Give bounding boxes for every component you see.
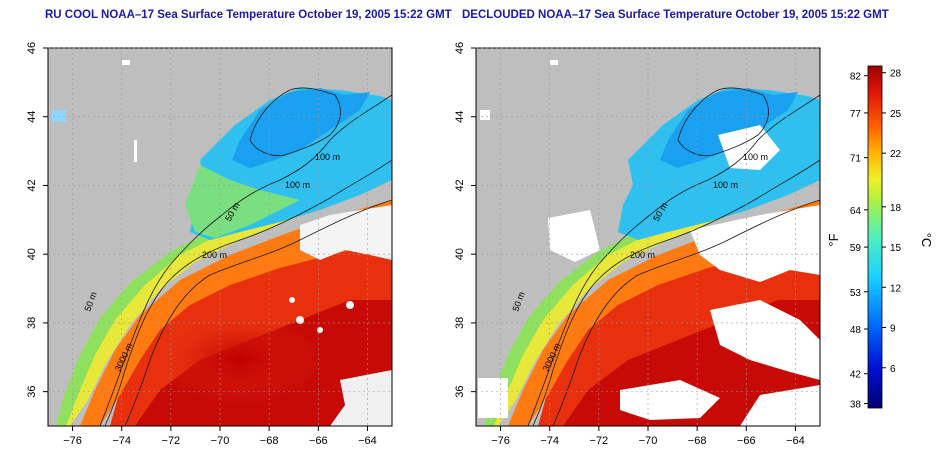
celsius-tick-label: 28	[890, 69, 902, 80]
right-map: 100 m 100 m 50 m 200 m 50 m 3000 m −76 −7…	[454, 42, 821, 447]
celsius-tick-label: 12	[890, 283, 902, 294]
y-tick-label: 46	[454, 42, 466, 54]
fahrenheit-tick-label: 71	[850, 154, 862, 165]
fahrenheit-tick-label: 42	[850, 370, 862, 381]
celsius-tick-label: 9	[890, 324, 896, 335]
fahrenheit-tick-label: 48	[850, 325, 862, 336]
fahrenheit-tick-label: 53	[850, 288, 862, 299]
x-tick-label: −72	[590, 435, 609, 447]
coastal-green-water	[185, 165, 300, 238]
x-tick-label: −64	[358, 435, 377, 447]
celsius-tick-label: 25	[890, 109, 902, 120]
cloud-mask	[548, 210, 600, 262]
x-tick-label: −70	[639, 435, 658, 447]
y-tick-label: 42	[454, 179, 466, 191]
celsius-tick-label: 22	[890, 149, 902, 160]
y-tick-label: 46	[26, 42, 38, 54]
x-tick-label: −76	[63, 435, 82, 447]
contour-label: 100 m	[285, 180, 310, 190]
y-tick-label: 44	[26, 111, 38, 123]
fahrenheit-tick-label: 38	[850, 400, 862, 411]
celsius-tick-label: 6	[890, 364, 896, 375]
celsius-label: °C	[919, 233, 934, 248]
right-axis-ticks: −76 −74 −72 −70 −68 −66 −64 46 44 42 40 38 36	[454, 42, 820, 447]
y-tick-label: 38	[26, 317, 38, 329]
y-tick-label: 36	[454, 386, 466, 398]
bathymetry-contours	[527, 87, 820, 426]
celsius-tick-label: 15	[890, 243, 902, 254]
fahrenheit-label: °F	[826, 233, 841, 246]
x-tick-label: −64	[786, 435, 805, 447]
cloud-mask	[740, 385, 820, 426]
x-tick-label: −74	[540, 435, 559, 447]
left-axis-ticks: −76 −74 −72 −70 −68 −66 −64 46 44 42 40 38 36	[26, 42, 392, 447]
cloud-mask	[690, 205, 820, 282]
x-tick-label: −66	[309, 435, 328, 447]
bathymetry-contours	[99, 87, 392, 426]
cloud-patch	[330, 370, 392, 426]
left-map: 100 m 100 m 50 m 200 m 50 m 3000 m −76 −7…	[26, 42, 393, 447]
x-tick-label: −66	[737, 435, 756, 447]
colorbar-gradient	[867, 65, 883, 409]
y-tick-label: 40	[454, 248, 466, 260]
y-tick-label: 42	[26, 179, 38, 191]
cloud-mask	[710, 300, 820, 380]
y-tick-label: 36	[26, 386, 38, 398]
celsius-tick-label: 18	[890, 203, 902, 214]
y-tick-label: 38	[454, 317, 466, 329]
contour-label: 100 m	[315, 152, 340, 162]
ocean-green-band	[56, 175, 360, 426]
cloud-patch	[300, 205, 392, 260]
contour-label: 200 m	[202, 250, 227, 260]
ocean-green-band	[484, 175, 788, 426]
x-tick-label: −74	[112, 435, 131, 447]
contour-label: 100 m	[713, 180, 738, 190]
right-panel-title: DECLOUDED NOAA–17 Sea Surface Temperatur…	[462, 9, 889, 21]
cloud-mask	[620, 380, 720, 420]
x-tick-label: −68	[688, 435, 707, 447]
contour-label: 200 m	[630, 250, 655, 260]
cloud-mask	[718, 125, 780, 170]
colorbar-ticks: 28 25 22 18 15 12 9 6 82 77 71 64 59 53 48 42 38	[850, 69, 902, 411]
fahrenheit-tick-label: 59	[850, 243, 862, 254]
left-panel-title: RU COOL NOAA–17 Sea Surface Temperature …	[45, 9, 452, 21]
x-tick-label: −68	[260, 435, 279, 447]
x-tick-label: −72	[162, 435, 181, 447]
y-tick-label: 40	[26, 248, 38, 260]
fahrenheit-tick-label: 64	[850, 206, 862, 217]
fahrenheit-tick-label: 77	[850, 109, 862, 120]
gulf-of-maine-cold	[232, 88, 370, 168]
shelf-cold-water	[618, 88, 820, 240]
colorbar: 28 25 22 18 15 12 9 6 82 77 71 64 59 53 48 42 38 °F °C	[826, 65, 934, 411]
x-tick-label: −76	[491, 435, 510, 447]
contour-label: 100 m	[743, 152, 768, 162]
fahrenheit-tick-label: 82	[850, 72, 862, 83]
x-tick-label: −70	[211, 435, 230, 447]
y-tick-label: 44	[454, 111, 466, 123]
gulf-of-maine-cold	[660, 88, 798, 168]
